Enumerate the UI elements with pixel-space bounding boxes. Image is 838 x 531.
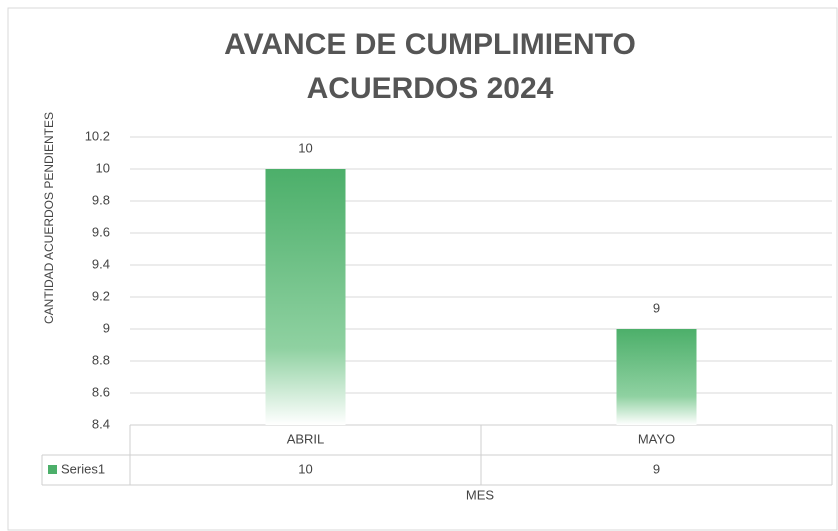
y-tick-label: 8.8 — [92, 352, 110, 367]
chart-title: AVANCE DE CUMPLIMIENTO — [224, 28, 636, 61]
y-tick-label: 9.8 — [92, 192, 110, 207]
y-tick-label: 9.6 — [92, 224, 110, 239]
y-tick-label: 9.4 — [92, 256, 110, 271]
table-value: 9 — [653, 461, 660, 476]
x-tick-label: MAYO — [638, 431, 675, 446]
y-tick-label: 10 — [96, 160, 110, 175]
y-tick-label: 9.2 — [92, 288, 110, 303]
legend-label: Series1 — [61, 461, 105, 476]
data-label: 9 — [653, 300, 660, 315]
bar — [616, 329, 697, 425]
x-axis-label: MES — [466, 487, 495, 502]
x-tick-label: ABRIL — [287, 431, 325, 446]
y-axis-label: CANTIDAD ACUERDOS PENDIENTES — [42, 112, 56, 324]
y-tick-label: 8.6 — [92, 384, 110, 399]
y-tick-label: 10.2 — [85, 128, 110, 143]
bar — [265, 169, 346, 425]
data-label: 10 — [298, 140, 312, 155]
y-tick-label: 9 — [103, 320, 110, 335]
legend-swatch — [48, 465, 57, 474]
chart-title: ACUERDOS 2024 — [307, 72, 554, 105]
table-value: 10 — [298, 461, 312, 476]
chart-border — [7, 7, 838, 531]
y-tick-label: 8.4 — [92, 416, 110, 431]
